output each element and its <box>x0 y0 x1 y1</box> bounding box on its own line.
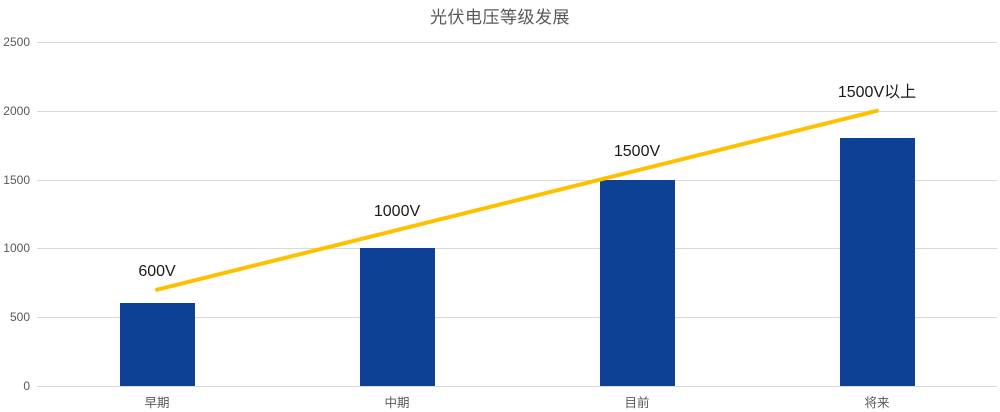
trend-line <box>155 108 879 292</box>
y-tick-label-1500: 1500 <box>3 172 30 187</box>
y-tick-label-2500: 2500 <box>3 35 30 49</box>
data-label-2: 1500V <box>613 143 661 161</box>
y-tick-label-500: 500 <box>9 310 30 325</box>
data-label-3: 1500V以上 <box>837 83 917 101</box>
y-tick-label-1000: 1000 <box>3 241 30 256</box>
y-tick-label-2000: 2000 <box>3 103 30 118</box>
gridline-500 <box>37 317 997 319</box>
gridline-2500 <box>37 42 997 43</box>
chart-title: 光伏电压等级发展 <box>430 8 570 27</box>
data-label-1: 1000V <box>373 203 421 221</box>
x-axis-label-早期: 早期 <box>144 396 170 410</box>
y-tick-label-0: 0 <box>23 379 30 393</box>
data-label-0: 600V <box>138 262 176 280</box>
x-axis-label-中期: 中期 <box>384 396 410 410</box>
gridline-0 <box>37 386 997 387</box>
x-axis-label-目前: 目前 <box>624 396 650 410</box>
bar-早期 <box>119 303 195 386</box>
bar-将来 <box>839 138 915 386</box>
bar-目前 <box>599 179 675 386</box>
x-axis-label-将来: 将来 <box>864 396 890 410</box>
bar-中期 <box>359 248 435 386</box>
gridline-2000 <box>37 110 997 112</box>
